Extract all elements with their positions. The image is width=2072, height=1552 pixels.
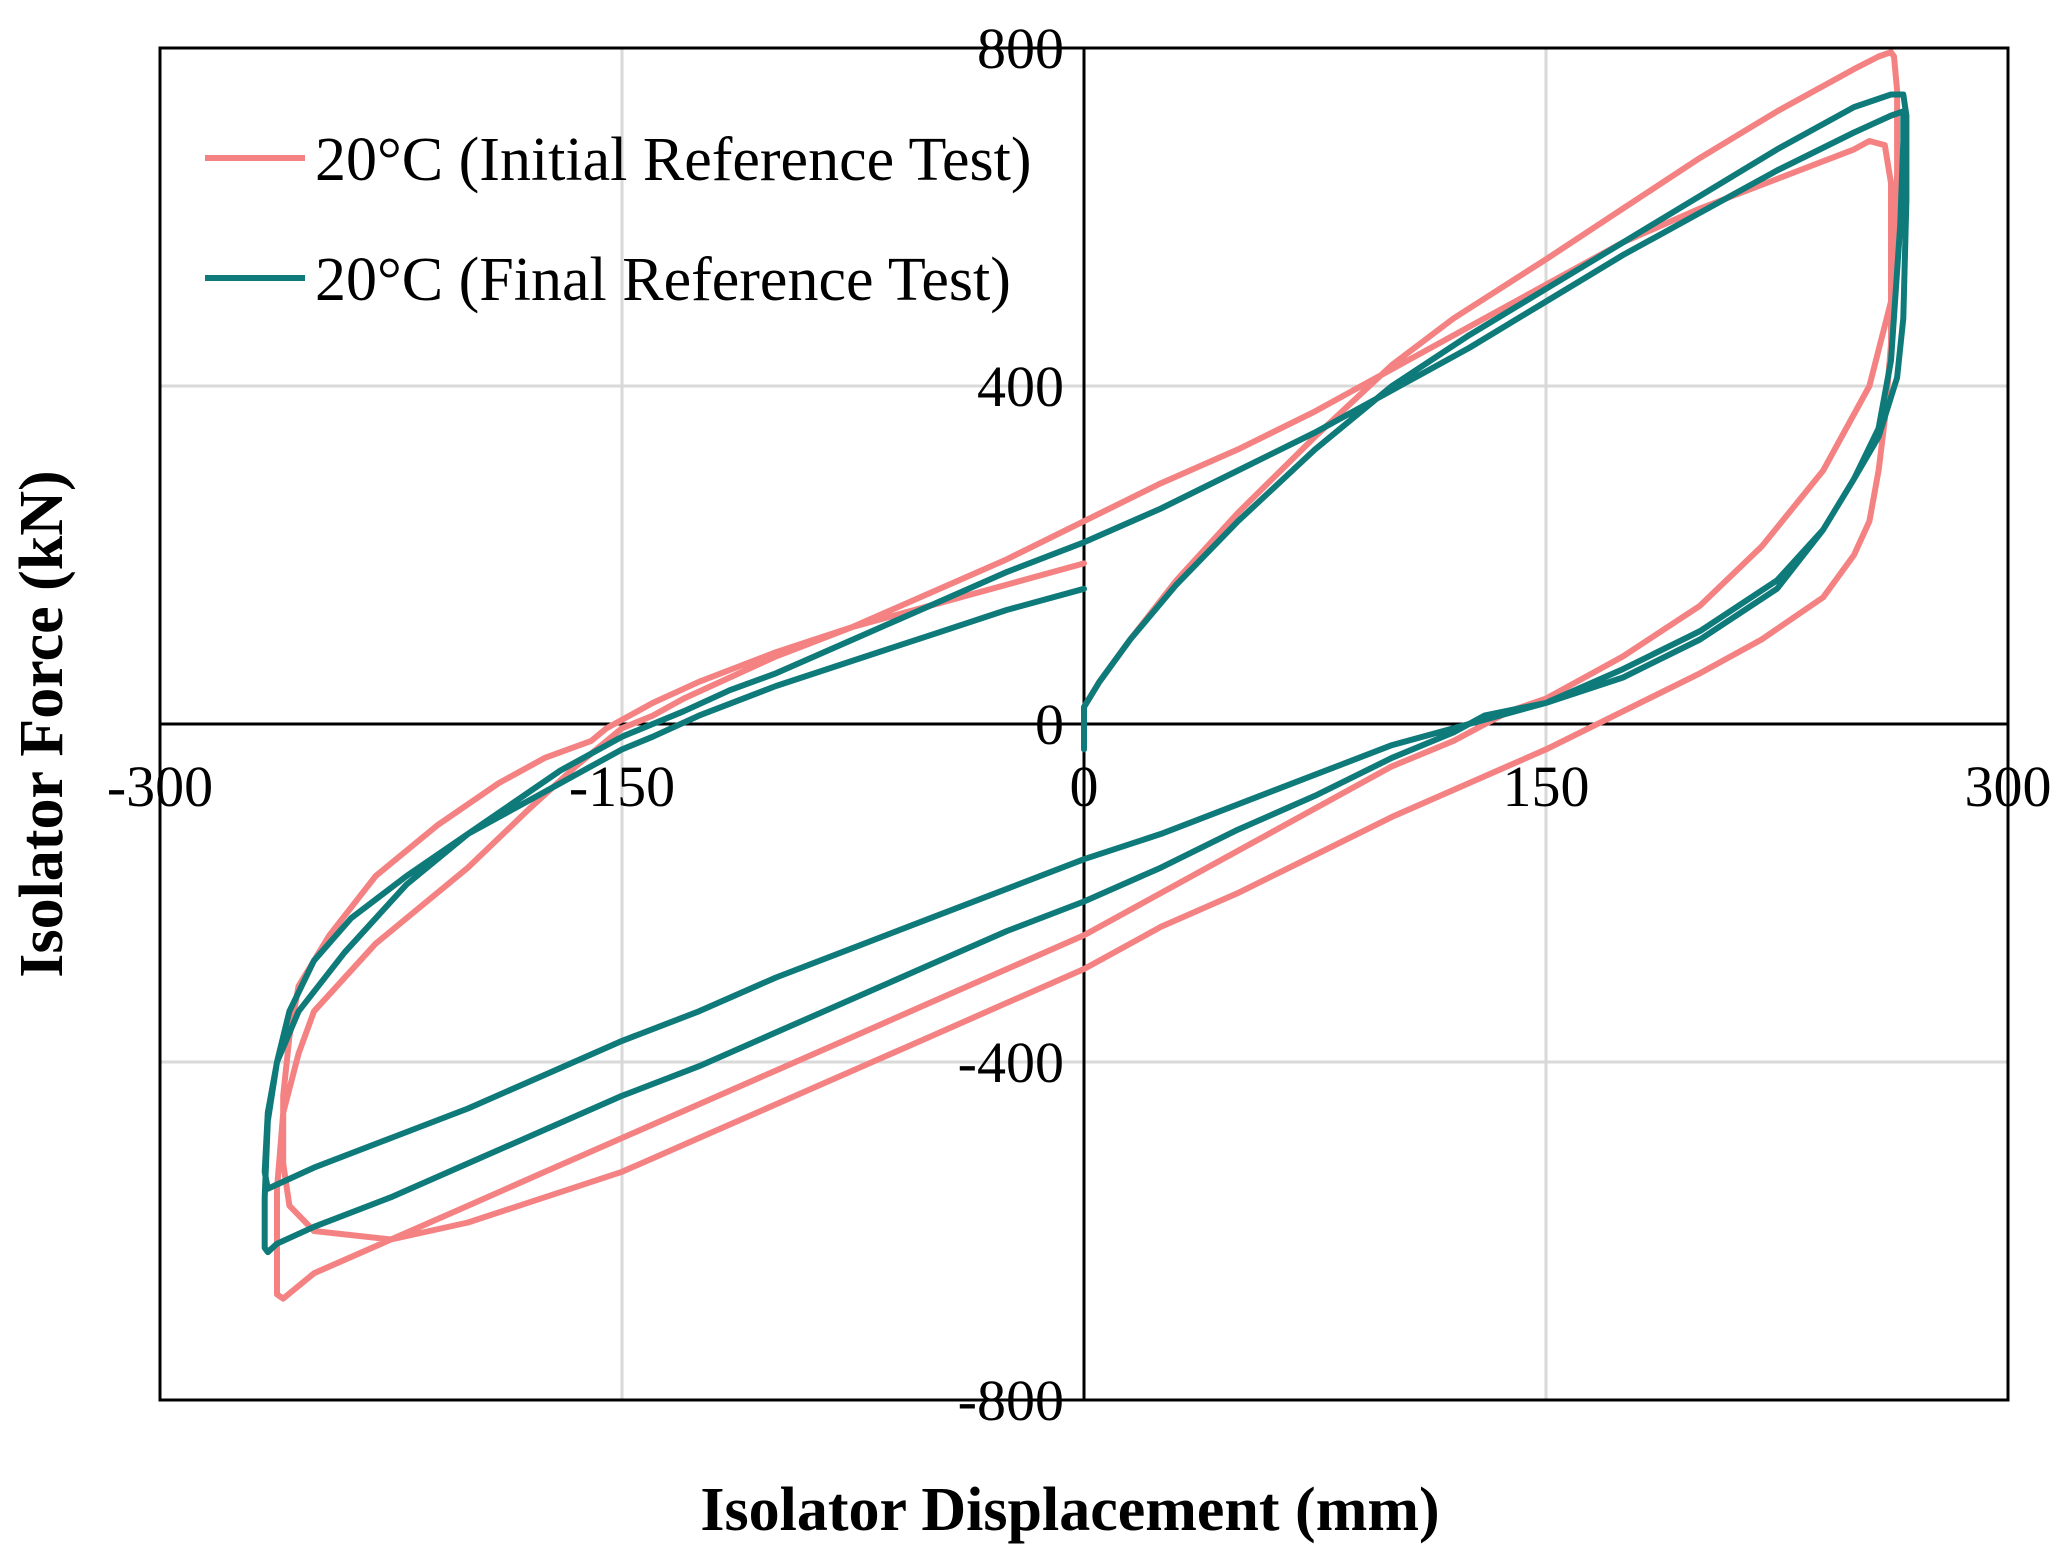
y-tick-label: -800: [958, 1368, 1064, 1433]
x-tick-label: 0: [1070, 754, 1099, 819]
tick-labels: -300 -150 0 150 300 800 400 0 -400 -800: [107, 16, 2052, 1433]
y-tick-label: -400: [958, 1030, 1064, 1095]
plot-frame: [158, 46, 2010, 1402]
y-tick-label: 0: [1035, 692, 1064, 757]
x-tick-label: 150: [1503, 754, 1590, 819]
x-tick-label: 300: [1965, 754, 2052, 819]
x-axis-title: Isolator Displacement (mm): [700, 1476, 1439, 1544]
legend-label-final: 20°C (Final Reference Test): [315, 246, 1011, 314]
x-tick-label: -300: [107, 754, 213, 819]
y-tick-label: 800: [977, 16, 1064, 81]
x-tick-label: -150: [569, 754, 675, 819]
legend: 20°C (Initial Reference Test) 20°C (Fina…: [205, 126, 1032, 314]
series-initial-reference-test: [274, 49, 1901, 1302]
y-tick-label: 400: [977, 354, 1064, 419]
y-axis-title: Isolator Force (kN): [8, 470, 76, 977]
legend-label-initial: 20°C (Initial Reference Test): [315, 126, 1032, 194]
series-layer: [261, 49, 1910, 1302]
series-final-reference-test: [261, 91, 1910, 1256]
